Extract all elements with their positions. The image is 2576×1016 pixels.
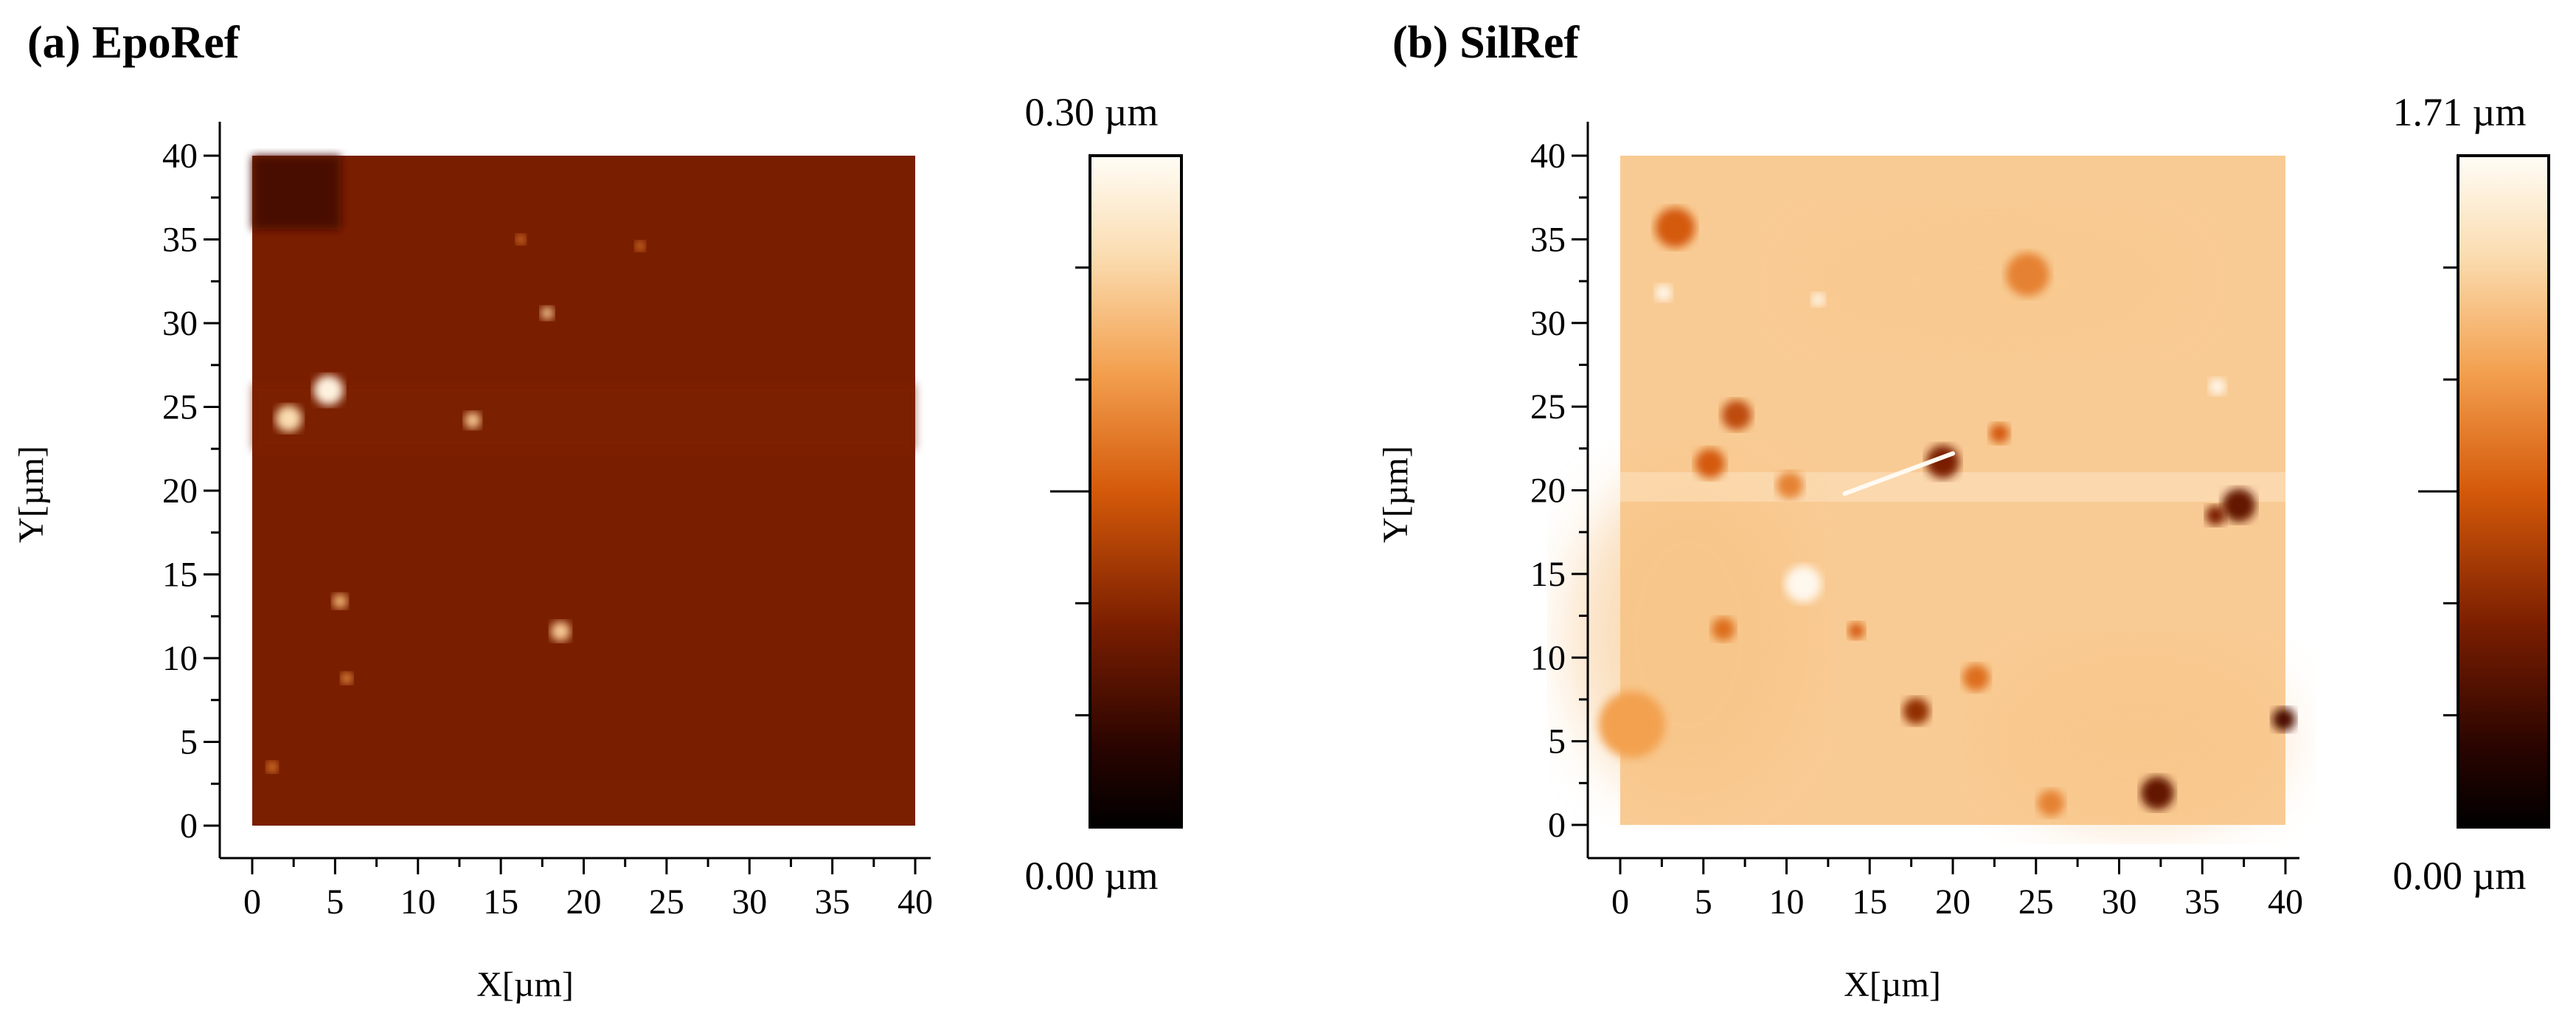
panel-b-feature [1962,664,1990,691]
panel-a-y-tick-label: 5 [180,723,198,762]
panel-a-x-tick-label: 20 [566,882,602,922]
panel-b-x-tick-label: 30 [2102,882,2137,922]
panel-b-x-tick-label: 25 [2018,882,2054,922]
panel-a-x-tick-label: 0 [243,882,261,922]
panel-a-colorbar-max-label: 0.30 µm [1024,90,1158,134]
panel-a-feature [550,621,571,642]
panel-b-feature [2222,488,2256,522]
panel-a-feature [341,672,353,685]
panel-a-colorbar-min-label: 0.00 µm [1024,854,1158,898]
panel-b-bright-feature [1655,284,1672,302]
panel-b-x-tick-label: 40 [2268,882,2303,922]
panel-a-y-axis-label: Y[µm] [12,446,51,543]
panel-a-y-tick-label: 35 [162,221,198,260]
panel-b-shade-1 [1571,472,1807,797]
panel-b-y-tick-label: 30 [1530,304,1566,343]
panel-b-y-tick-label: 40 [1530,136,1566,176]
panel-b-feature [2205,505,2226,526]
panel-a-feature [266,761,278,773]
panel-b-shade-2 [1799,214,2183,347]
panel-b-bright-feature [1785,565,1822,603]
panel-a-y-tick-label: 10 [162,639,198,678]
panel-a-x-tick-label: 15 [483,882,518,922]
panel-b-colorbar-max-label: 1.71 µm [2392,90,2526,134]
panel-a-x-tick-label: 10 [400,882,436,922]
panel-a-colorbar-gradient [1089,154,1183,829]
panel-a-feature [635,241,645,252]
panel-b-feature [1721,400,1752,430]
panel-a-dark-bottom [252,782,915,826]
panel-b-bright-feature [2209,378,2226,395]
panel-b-colorbar-gradient [2457,154,2550,829]
panel-b-y-tick-label: 15 [1530,555,1566,594]
panel-a-feature [313,375,344,406]
panel-a-dark-corner [252,156,341,229]
panel-a-dark-band [252,384,915,450]
panel-b-x-tick-label: 10 [1769,882,1805,922]
panel-b-y-tick-label: 25 [1530,387,1566,426]
panel-b-x-tick-label: 0 [1611,882,1629,922]
panel-a-feature [464,412,482,429]
panel-b-y-axis-label: Y[µm] [1376,446,1415,543]
panel-b-y-tick-label: 35 [1530,220,1566,259]
panel-b-feature [1655,207,1695,248]
panel-a-y-tick-label: 30 [162,304,198,343]
panel-b-shade-3 [1991,649,2286,826]
panel-a-feature [333,593,348,609]
panel-b-band [1620,472,2285,502]
panel-a-surface [252,156,915,826]
panel-a-x-tick-label: 25 [649,882,684,922]
panel-b: 0 5 10 15 20 25 30 35 40 0 5 10 15 20 25 30 35 40 1.71 µm… [1376,90,2550,1004]
panel-a-y-tick-label: 0 [180,806,198,846]
panel-b-feature [2038,789,2065,817]
panel-b-feature [1903,697,1930,725]
panel-a-feature [541,306,555,320]
panel-b-feature [1847,622,1865,640]
panel-b-map [1571,156,2296,826]
panel-b-feature [1712,617,1735,641]
panel-a-colorbar [1050,154,1183,829]
panel-b-feature [2140,776,2174,810]
panel-a: 0 5 10 15 20 25 30 35 40 0 5 10 15 20 25 30 35 40 0.30 µm… [12,90,1183,1004]
panel-b-feature [1695,448,1726,479]
panel-b-y-tick-label: 0 [1548,806,1566,845]
panel-a-axes: 0 5 10 15 20 25 30 35 40 0 5 10 15 20 25 30 35 40 [162,122,933,922]
panel-b-axes: 0 5 10 15 20 25 30 35 40 0 5 10 15 20 25 30 35 40 [1530,122,2303,922]
panel-a-map [252,156,915,826]
panel-b-colorbar-min-label: 0.00 µm [2392,854,2526,898]
panel-b-bright-feature [1811,292,1825,307]
panel-b-feature [1598,691,1665,758]
panel-b-x-tick-label: 15 [1852,882,1887,922]
panel-b-feature [1989,423,2010,443]
panel-a-x-axis-label: X[µm] [476,965,574,1004]
panel-a-feature [275,405,302,432]
panel-b-title: (b) SilRef [1392,18,1580,68]
panel-a-y-tick-label: 15 [162,556,198,595]
panel-a-y-tick-label: 40 [162,136,198,176]
panel-b-colorbar [2418,154,2550,829]
panel-a-x-tick-label: 5 [326,882,344,922]
panel-b-y-tick-label: 20 [1530,471,1566,511]
panel-b-y-tick-label: 5 [1548,722,1566,761]
panel-b-x-tick-label: 20 [1935,882,1971,922]
panel-b-x-tick-label: 35 [2184,882,2220,922]
panel-a-x-tick-label: 35 [815,882,850,922]
panel-a-title: (a) EpoRef [27,18,240,68]
panel-a-y-tick-label: 25 [162,388,198,427]
panel-b-x-axis-label: X[µm] [1844,965,1941,1004]
panel-a-x-tick-label: 30 [732,882,767,922]
panel-b-scratch [1842,451,1955,497]
panel-a-x-tick-label: 40 [898,882,933,922]
panel-b-x-tick-label: 5 [1695,882,1712,922]
panel-b-y-tick-label: 10 [1530,638,1566,677]
panel-b-feature [2006,252,2049,297]
panel-b-feature [2271,708,2296,731]
panel-a-feature [515,234,526,245]
panel-a-y-tick-label: 20 [162,471,198,511]
panel-b-feature [1776,471,1804,499]
